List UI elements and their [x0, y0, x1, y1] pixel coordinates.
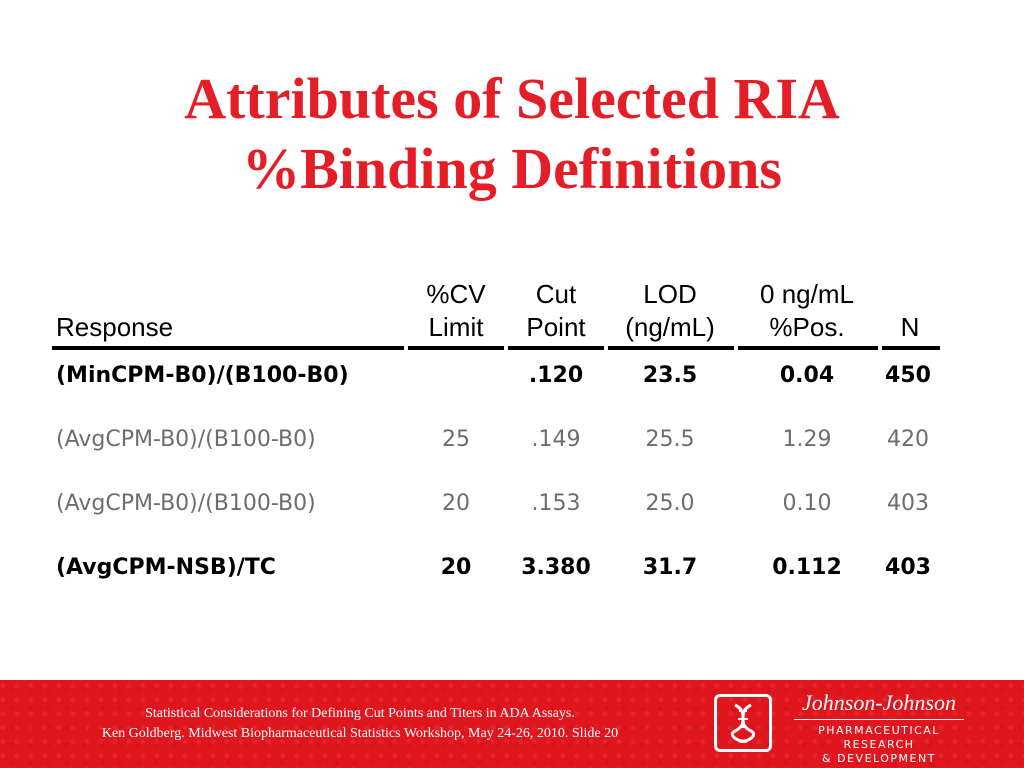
table-row: (AvgCPM-NSB)/TC 20 3.380 31.7 0.112 403	[52, 548, 940, 588]
header-zero-pos: 0 ng/mL %Pos.	[760, 279, 854, 342]
title-line-2: %Binding Definitions	[242, 136, 782, 201]
cell-n: 403	[885, 555, 931, 580]
cell-response: (AvgCPM-NSB)/TC	[56, 555, 276, 580]
cell-pos: 0.10	[782, 491, 832, 516]
cell-response: (AvgCPM-B0)/(B100-B0)	[56, 491, 316, 516]
cell-response: (MinCPM-B0)/(B100-B0)	[56, 363, 349, 388]
cell-cut-point: .149	[531, 427, 581, 452]
cell-cut-point: 3.380	[521, 555, 591, 580]
cell-cut-point: .120	[528, 363, 584, 388]
cell-cut-point: .153	[531, 491, 581, 516]
cell-n: 420	[887, 427, 929, 452]
table-header: Response %CV Limit Cut Point LOD (ng/mL)…	[52, 268, 940, 346]
slide-title: Attributes of Selected RIA %Binding Defi…	[0, 64, 1024, 204]
table-row: (MinCPM-B0)/(B100-B0) .120 23.5 0.04 450	[52, 356, 940, 396]
header-cv-limit: %CV Limit	[426, 279, 486, 342]
brand-divider	[794, 719, 964, 720]
header-n: N	[900, 312, 920, 342]
header-lod: LOD (ng/mL)	[625, 279, 715, 342]
footer-bar: Statistical Considerations for Defining …	[0, 680, 1024, 768]
cell-lod: 25.0	[645, 491, 695, 516]
brand-subtitle-2: & DEVELOPMENT	[822, 752, 936, 765]
cell-lod: 31.7	[642, 555, 698, 580]
footer-line-2: Ken Goldberg. Midwest Biopharmaceutical …	[101, 726, 619, 741]
header-rule	[52, 346, 940, 350]
brand-subtitle-1: PHARMACEUTICAL RESEARCH	[818, 724, 940, 751]
cell-cv-limit: 20	[440, 555, 472, 580]
cell-cv-limit: 25	[442, 427, 470, 452]
company-brand: Johnson-Johnson PHARMACEUTICAL RESEARCH …	[784, 690, 974, 766]
table-row: (AvgCPM-B0)/(B100-B0) 25 .149 25.5 1.29 …	[52, 420, 940, 460]
dna-logo-icon	[714, 694, 772, 752]
cell-lod: 23.5	[642, 363, 698, 388]
cell-n: 450	[885, 363, 931, 388]
cell-response: (AvgCPM-B0)/(B100-B0)	[56, 427, 316, 452]
table-row: (AvgCPM-B0)/(B100-B0) 20 .153 25.0 0.10 …	[52, 484, 940, 524]
brand-name: Johnson-Johnson	[802, 690, 956, 715]
attributes-table: Response %CV Limit Cut Point LOD (ng/mL)…	[52, 268, 940, 580]
footer-line-1: Statistical Considerations for Defining …	[145, 706, 575, 721]
cell-pos: 1.29	[782, 427, 832, 452]
cell-pos: 0.112	[772, 555, 842, 580]
footer-citation: Statistical Considerations for Defining …	[30, 704, 690, 744]
title-line-1: Attributes of Selected RIA	[184, 66, 840, 131]
cell-lod: 25.5	[645, 427, 695, 452]
cell-n: 403	[887, 491, 929, 516]
header-response: Response	[56, 312, 174, 342]
cell-pos: 0.04	[779, 363, 835, 388]
cell-cv-limit: 20	[442, 491, 470, 516]
header-cut-point: Cut Point	[526, 279, 586, 342]
